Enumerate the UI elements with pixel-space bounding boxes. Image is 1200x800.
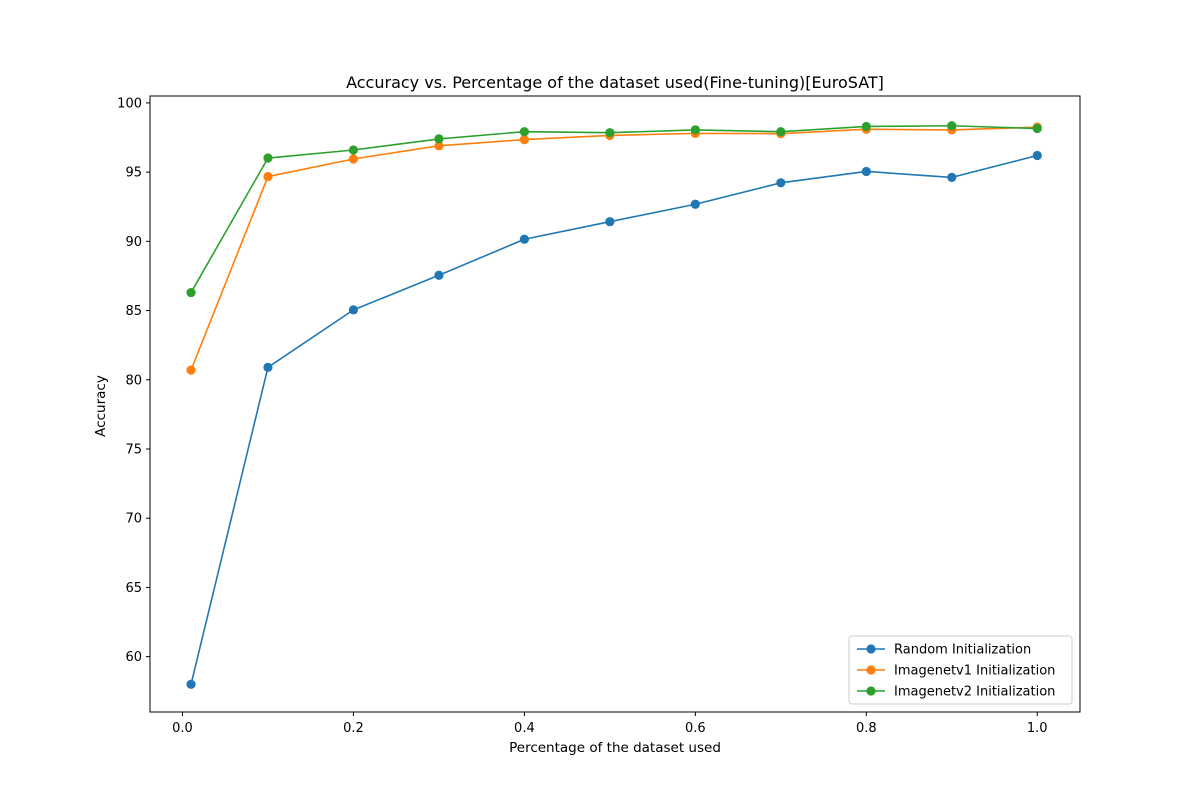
x-tick-label-0: 0.0 bbox=[172, 721, 193, 736]
x-tick-label-1: 0.2 bbox=[343, 721, 364, 736]
y-tick-label-2: 70 bbox=[125, 512, 142, 527]
y-tick-label-3: 75 bbox=[125, 442, 142, 457]
legend-marker-2 bbox=[866, 686, 876, 696]
y-tick-label-8: 100 bbox=[117, 96, 142, 111]
data-point-0-5 bbox=[605, 217, 615, 227]
y-tick-label-7: 95 bbox=[125, 166, 142, 181]
y-tick-label-5: 85 bbox=[125, 304, 142, 319]
data-point-1-3 bbox=[434, 141, 444, 151]
data-point-0-4 bbox=[519, 234, 529, 244]
data-point-2-6 bbox=[690, 125, 700, 135]
chart-title: Accuracy vs. Percentage of the dataset u… bbox=[346, 73, 884, 92]
data-point-0-0 bbox=[186, 679, 196, 689]
data-point-2-1 bbox=[263, 153, 273, 163]
axes-frame bbox=[149, 95, 1081, 713]
data-point-1-0 bbox=[186, 365, 196, 375]
x-tick-label-5: 1.0 bbox=[1027, 721, 1048, 736]
legend-label-0: Random Initialization bbox=[894, 643, 1031, 658]
data-point-0-10 bbox=[1032, 150, 1042, 161]
data-point-2-7 bbox=[776, 127, 786, 137]
legend-marker-0 bbox=[866, 644, 876, 654]
data-point-1-1 bbox=[263, 171, 273, 182]
legend-label-2: Imagenetv2 Initialization bbox=[894, 685, 1055, 700]
data-point-2-9 bbox=[947, 121, 957, 131]
data-point-0-1 bbox=[263, 362, 273, 372]
data-point-0-6 bbox=[690, 199, 700, 209]
y-axis-label: Accuracy bbox=[93, 375, 109, 437]
series-line-0 bbox=[190, 154, 1038, 685]
x-tick-label-4: 0.8 bbox=[856, 721, 877, 736]
x-tick-label-3: 0.6 bbox=[685, 721, 706, 736]
x-tick-label-2: 0.4 bbox=[514, 721, 535, 736]
data-point-0-9 bbox=[947, 172, 957, 182]
y-tick-label-1: 65 bbox=[125, 581, 142, 596]
series-line-2 bbox=[190, 124, 1038, 293]
data-point-2-10 bbox=[1032, 123, 1042, 134]
data-point-2-0 bbox=[186, 287, 196, 298]
data-point-0-7 bbox=[776, 178, 786, 188]
x-axis-label: Percentage of the dataset used bbox=[509, 740, 721, 756]
data-point-0-3 bbox=[434, 270, 444, 280]
legend-marker-1 bbox=[866, 665, 876, 675]
y-tick-label-4: 80 bbox=[125, 373, 142, 388]
legend: Random Initialization Imagenetv1 Initiali… bbox=[848, 635, 1073, 705]
data-point-2-5 bbox=[605, 128, 615, 138]
legend-label-1: Imagenetv1 Initialization bbox=[894, 664, 1055, 679]
legend-box bbox=[848, 635, 1073, 705]
y-tick-label-6: 90 bbox=[125, 235, 142, 250]
data-point-0-8 bbox=[861, 166, 871, 177]
data-point-2-2 bbox=[348, 145, 359, 155]
data-point-2-3 bbox=[434, 134, 444, 144]
plot-area: 0.0 0.2 0.4 0.6 0.8 1.0 60 65 70 75 80 85 90 95 100 bbox=[117, 95, 1081, 736]
data-point-2-8 bbox=[861, 121, 871, 132]
data-point-1-4 bbox=[519, 135, 529, 145]
data-point-2-4 bbox=[519, 127, 529, 137]
data-point-1-2 bbox=[348, 154, 359, 164]
y-tick-label-0: 60 bbox=[125, 650, 142, 665]
data-point-0-2 bbox=[348, 305, 359, 315]
